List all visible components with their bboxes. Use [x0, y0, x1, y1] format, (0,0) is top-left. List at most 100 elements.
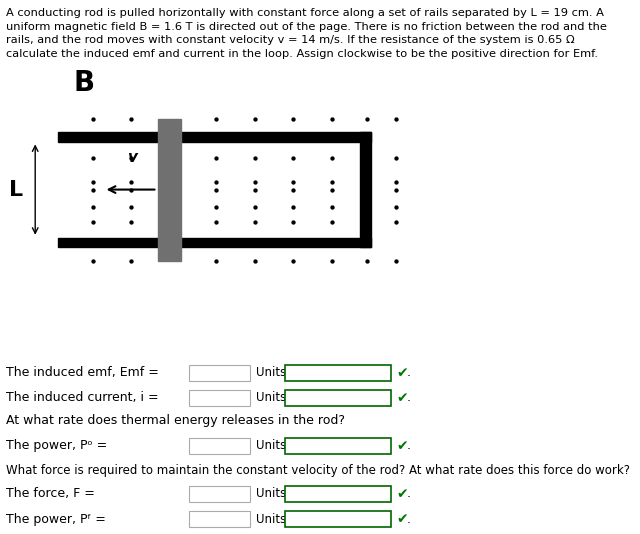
- Text: The induced emf, Emf =: The induced emf, Emf =: [6, 366, 159, 379]
- Bar: [285, 511, 391, 527]
- Bar: [189, 511, 250, 527]
- Point: [390, 178, 401, 187]
- Point: [126, 153, 136, 162]
- Text: ∨: ∨: [377, 441, 385, 451]
- Bar: [58, 132, 371, 142]
- Text: Units: Units: [256, 439, 286, 452]
- Bar: [285, 365, 391, 381]
- Text: ✔: ✔: [396, 391, 408, 405]
- Point: [250, 185, 260, 194]
- Text: .: .: [406, 391, 410, 404]
- Text: Units: Units: [256, 488, 286, 500]
- Point: [288, 178, 298, 187]
- Bar: [189, 486, 250, 502]
- Text: At what rate does thermal energy releases in the rod?: At what rate does thermal energy release…: [6, 414, 346, 427]
- Text: A: A: [289, 391, 298, 404]
- Text: ✔: ✔: [396, 366, 408, 380]
- Bar: [189, 438, 250, 454]
- Point: [326, 153, 337, 162]
- Text: v: v: [127, 150, 138, 164]
- Text: .: .: [406, 439, 410, 452]
- Point: [288, 256, 298, 265]
- Point: [250, 153, 260, 162]
- Point: [88, 203, 98, 211]
- Text: The induced current, i =: The induced current, i =: [6, 391, 159, 404]
- Point: [390, 203, 401, 211]
- Text: ∨: ∨: [377, 368, 385, 378]
- Point: [88, 178, 98, 187]
- Point: [88, 153, 98, 162]
- Bar: [285, 486, 391, 502]
- Bar: [360, 132, 371, 247]
- Point: [288, 153, 298, 162]
- Point: [211, 185, 221, 194]
- Point: [362, 217, 372, 226]
- Point: [362, 185, 372, 194]
- Bar: [158, 119, 181, 261]
- Point: [250, 178, 260, 187]
- Point: [211, 256, 221, 265]
- Text: The power, Pᵒ =: The power, Pᵒ =: [6, 439, 108, 452]
- Point: [326, 217, 337, 226]
- Text: W: W: [289, 513, 301, 525]
- Point: [88, 114, 98, 123]
- Text: .: .: [406, 488, 410, 500]
- Point: [211, 217, 221, 226]
- Point: [362, 114, 372, 123]
- Text: ✔: ✔: [396, 487, 408, 501]
- Point: [390, 114, 401, 123]
- Text: V: V: [289, 366, 298, 379]
- Text: ∨: ∨: [377, 514, 385, 524]
- Point: [362, 153, 372, 162]
- Point: [326, 178, 337, 187]
- Point: [390, 153, 401, 162]
- Point: [126, 114, 136, 123]
- Point: [88, 217, 98, 226]
- Text: ✔: ✔: [396, 439, 408, 453]
- Point: [211, 178, 221, 187]
- Point: [390, 185, 401, 194]
- Point: [390, 217, 401, 226]
- Text: B: B: [74, 69, 95, 97]
- Point: [288, 114, 298, 123]
- Point: [250, 203, 260, 211]
- Point: [250, 256, 260, 265]
- Point: [88, 185, 98, 194]
- Point: [390, 256, 401, 265]
- Point: [88, 256, 98, 265]
- Text: Units: Units: [256, 513, 286, 525]
- Point: [288, 185, 298, 194]
- Point: [326, 114, 337, 123]
- Point: [326, 256, 337, 265]
- Text: .: .: [406, 366, 410, 379]
- Text: What force is required to maintain the constant velocity of the rod? At what rat: What force is required to maintain the c…: [6, 465, 630, 477]
- Text: L: L: [9, 179, 23, 200]
- Point: [288, 217, 298, 226]
- Bar: [189, 390, 250, 406]
- Text: The power, Pᶠ =: The power, Pᶠ =: [6, 513, 106, 525]
- Point: [211, 114, 221, 123]
- Point: [250, 217, 260, 226]
- Bar: [58, 238, 371, 247]
- Point: [211, 153, 221, 162]
- Point: [126, 256, 136, 265]
- Bar: [189, 365, 250, 381]
- Point: [126, 203, 136, 211]
- Point: [326, 185, 337, 194]
- Text: W: W: [289, 439, 301, 452]
- Point: [288, 203, 298, 211]
- Text: Units: Units: [256, 391, 286, 404]
- Text: A conducting rod is pulled horizontally with constant force along a set of rails: A conducting rod is pulled horizontally …: [6, 8, 607, 59]
- Point: [126, 185, 136, 194]
- Point: [362, 256, 372, 265]
- Point: [362, 178, 372, 187]
- Point: [250, 114, 260, 123]
- Text: ∨: ∨: [377, 393, 385, 403]
- Point: [362, 203, 372, 211]
- Text: .: .: [406, 513, 410, 525]
- Text: ∨: ∨: [377, 489, 385, 499]
- Point: [126, 217, 136, 226]
- Text: The force, F =: The force, F =: [6, 488, 95, 500]
- Bar: [285, 438, 391, 454]
- Point: [126, 178, 136, 187]
